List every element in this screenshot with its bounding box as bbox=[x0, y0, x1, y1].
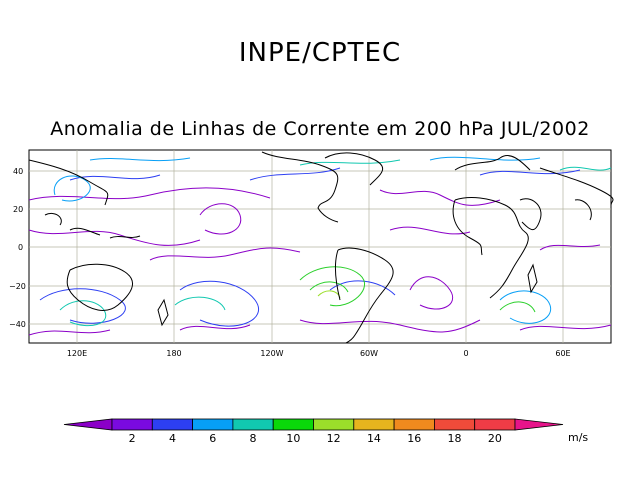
colorbar-label: 10 bbox=[286, 432, 300, 445]
colorbar-cell bbox=[232, 418, 274, 431]
map-title: Anomalia de Linhas de Corrente em 200 hP… bbox=[50, 118, 590, 140]
colorbar-cell bbox=[272, 418, 314, 431]
colorbar-label: 2 bbox=[129, 432, 136, 445]
colorbar-cell bbox=[313, 418, 355, 431]
colorbar-cell bbox=[474, 418, 516, 431]
lat-label: 0 bbox=[18, 243, 23, 252]
colorbar-label: 14 bbox=[367, 432, 381, 445]
colorbar-label: 6 bbox=[209, 432, 216, 445]
colorbar-label: 4 bbox=[169, 432, 176, 445]
colorbar-cell bbox=[111, 418, 153, 431]
land-outlines bbox=[28, 151, 614, 344]
organization-title: INPE/CPTEC bbox=[238, 38, 402, 68]
colorbar-cell bbox=[353, 418, 395, 431]
colorbar-cell bbox=[393, 418, 435, 431]
lat-label: −20 bbox=[9, 282, 26, 291]
colorbar-label: 8 bbox=[250, 432, 257, 445]
colorbar-cell bbox=[151, 418, 194, 431]
colorbar-max-arrow bbox=[514, 418, 564, 431]
lon-label: 60W bbox=[360, 349, 378, 358]
colorbar-min-arrow bbox=[63, 418, 113, 431]
colorbar-label: 12 bbox=[327, 432, 341, 445]
lat-label: 20 bbox=[13, 205, 23, 214]
lon-label: 120E bbox=[67, 349, 87, 358]
colorbar-label: 20 bbox=[488, 432, 502, 445]
lon-label: 120W bbox=[260, 349, 283, 358]
lon-label: 60E bbox=[555, 349, 570, 358]
latitude-axis: 40 20 0 −20 −40 bbox=[9, 167, 26, 329]
colorbar-cell bbox=[192, 418, 234, 431]
colorbar-label: 18 bbox=[448, 432, 462, 445]
colorbar: 2 4 6 8 10 12 14 16 18 20 m/s bbox=[63, 418, 588, 445]
colorbar-label: 16 bbox=[407, 432, 421, 445]
lat-label: −40 bbox=[9, 320, 26, 329]
lat-label: 40 bbox=[13, 167, 23, 176]
colorbar-cell bbox=[433, 418, 476, 431]
unit-label: m/s bbox=[568, 431, 588, 444]
longitude-axis: 120E 180 120W 60W 0 60E bbox=[67, 349, 571, 358]
lon-label: 180 bbox=[166, 349, 181, 358]
streamlines bbox=[28, 156, 612, 336]
lon-label: 0 bbox=[463, 349, 468, 358]
map-frame bbox=[28, 149, 612, 344]
